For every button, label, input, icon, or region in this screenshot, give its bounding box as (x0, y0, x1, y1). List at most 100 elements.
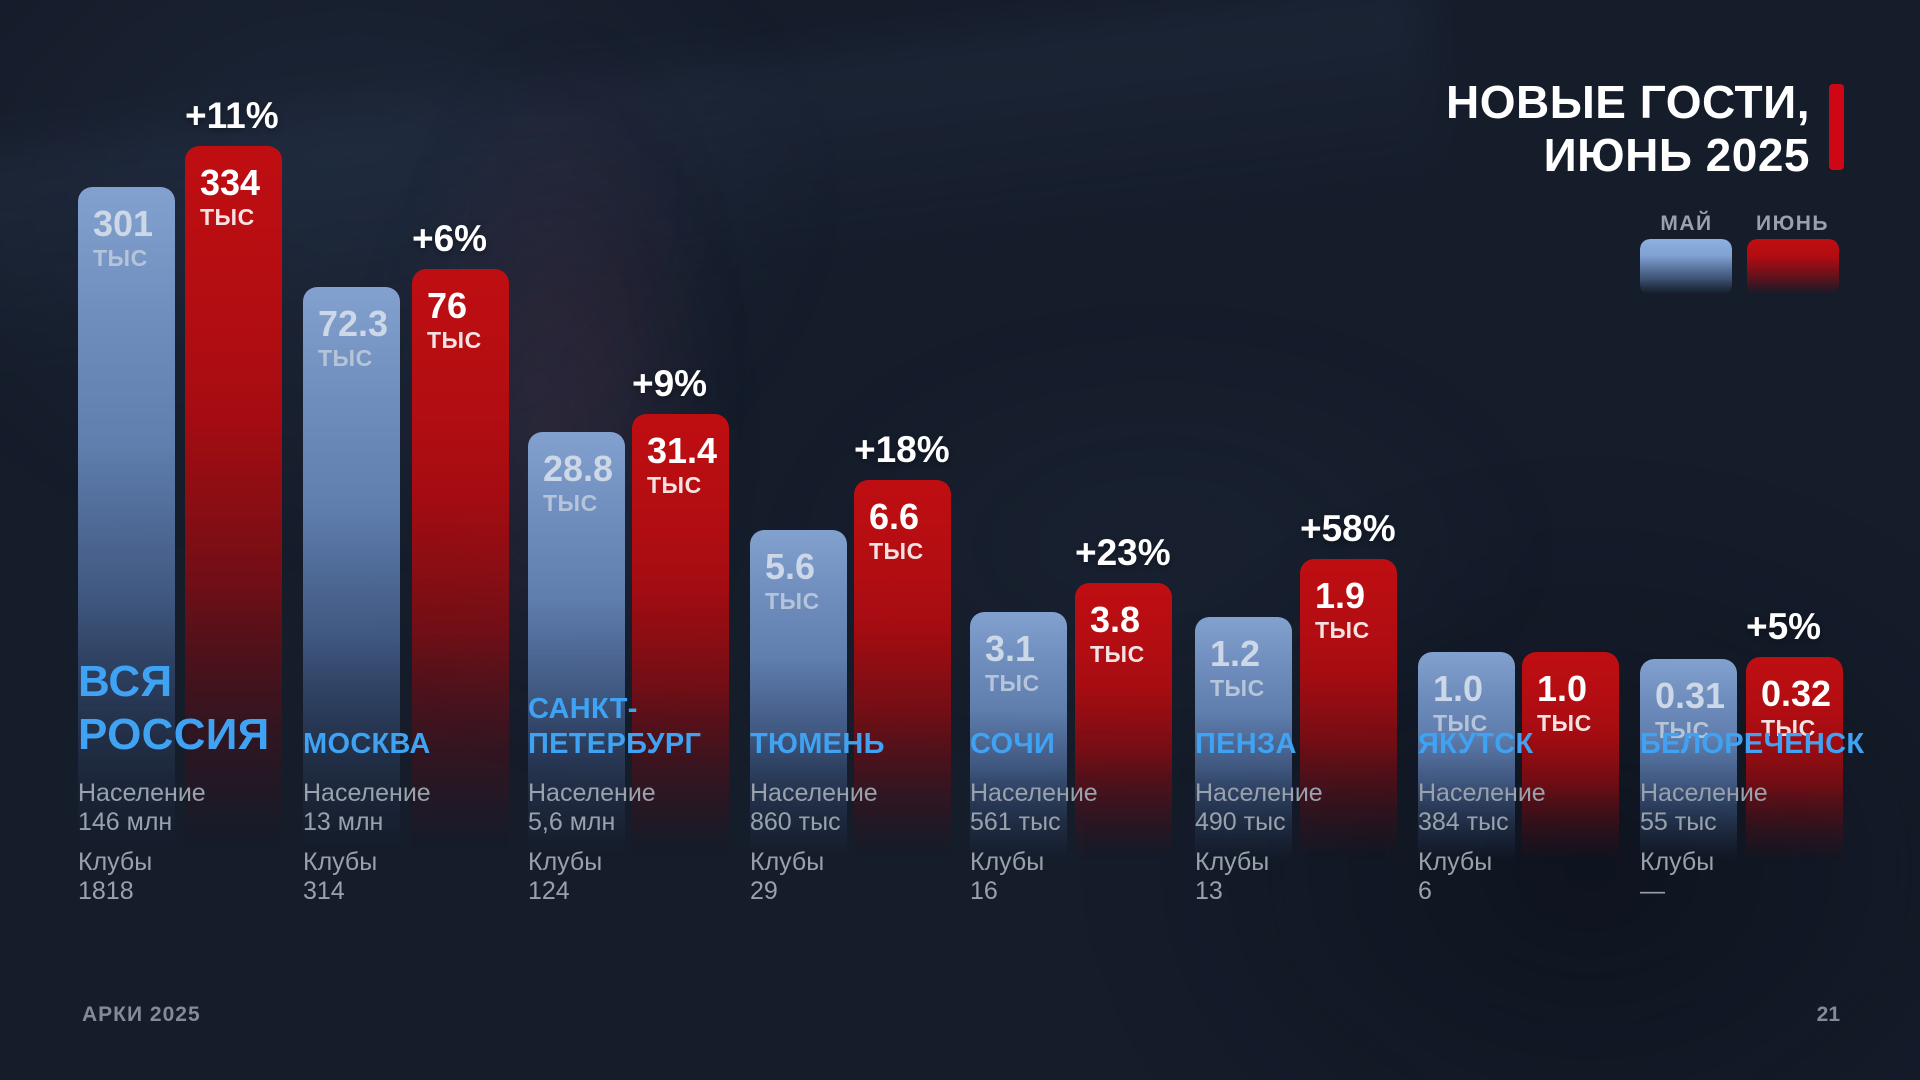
clubs-label: Клубы (1195, 848, 1270, 876)
clubs-value: 29 (750, 877, 778, 905)
clubs-value: 1818 (78, 877, 134, 905)
june-value: 31.4 (647, 430, 718, 471)
may-value: 301 (93, 203, 154, 244)
june-unit-label: ТЫС (647, 471, 702, 498)
may-bar: 72.3 ТЫС (303, 287, 400, 868)
population-block: Население 5,6 млн (528, 779, 738, 837)
june-value: 6.6 (869, 496, 920, 537)
title-accent-bar (1829, 84, 1844, 170)
city-info: Население 860 тыс Клубы 29 (750, 779, 960, 906)
may-bar: 301 ТЫС (78, 187, 175, 868)
june-unit-label: ТЫС (427, 326, 482, 353)
june-unit-label: ТЫС (1761, 714, 1816, 741)
percent-change-label: +9% (632, 363, 708, 404)
may-value: 28.8 (543, 448, 614, 489)
june-unit-label: ТЫС (1315, 616, 1370, 643)
may-bar: 3.1 ТЫС (970, 612, 1067, 868)
clubs-block: Клубы 16 (970, 848, 1180, 906)
percent-change-label: +58% (1300, 508, 1396, 549)
city-info: Население 490 тыс Клубы 13 (1195, 779, 1405, 906)
june-bar: 31.4 ТЫС (632, 414, 729, 868)
city-info: Население 55 тыс Клубы — (1640, 779, 1850, 906)
city-name: ВСЯ РОССИЯ (78, 657, 270, 760)
june-bar: 1.9 ТЫС (1300, 559, 1397, 868)
population-block: Население 561 тыс (970, 779, 1180, 837)
city-name: ПЕНЗА (1195, 728, 1297, 761)
may-unit-label: ТЫС (93, 244, 148, 271)
clubs-label: Клубы (78, 848, 153, 876)
city-info: Население 13 млн Клубы 314 (303, 779, 513, 906)
june-value: 3.8 (1090, 599, 1141, 640)
legend-june-label: ИЮНЬ (1755, 212, 1829, 235)
june-unit-label: ТЫС (1090, 640, 1145, 667)
june-bar: 3.8 ТЫС (1075, 583, 1172, 868)
may-value: 3.1 (985, 628, 1036, 669)
june-value: 334 (200, 162, 261, 203)
population-label: Население (303, 779, 431, 807)
may-value: 5.6 (765, 546, 816, 587)
june-unit-label: ТЫС (200, 203, 255, 230)
june-value: 0.32 (1761, 673, 1832, 714)
city-name: ЯКУТСК (1418, 728, 1534, 761)
population-label: Население (1640, 779, 1768, 807)
may-unit-label: ТЫС (543, 489, 598, 516)
may-value: 1.0 (1433, 668, 1484, 709)
population-value: 860 тыс (750, 808, 841, 836)
city-name: ТЮМЕНЬ (750, 728, 885, 761)
may-unit-label: ТЫС (1210, 674, 1265, 701)
city-info: Население 561 тыс Клубы 16 (970, 779, 1180, 906)
percent-change-label: +6% (412, 218, 488, 259)
page-title-line-2: ИЮНЬ 2025 (1543, 129, 1810, 181)
june-value: 1.9 (1315, 575, 1366, 616)
population-block: Население 860 тыс (750, 779, 960, 837)
city-name: БЕЛОРЕЧЕНСК (1640, 728, 1865, 761)
clubs-value: 13 (1195, 877, 1223, 905)
clubs-block: Клубы 29 (750, 848, 960, 906)
june-unit-label: ТЫС (1537, 709, 1592, 736)
june-unit-label: ТЫС (869, 537, 924, 564)
population-value: 561 тыс (970, 808, 1061, 836)
clubs-label: Клубы (750, 848, 825, 876)
population-block: Население 55 тыс (1640, 779, 1850, 837)
june-value: 76 (427, 285, 468, 326)
clubs-label: Клубы (970, 848, 1045, 876)
may-value: 0.31 (1655, 675, 1726, 716)
city-info: Население 5,6 млн Клубы 124 (528, 779, 738, 906)
may-bar: 28.8 ТЫС (528, 432, 625, 868)
percent-change-label: +5% (1746, 606, 1822, 647)
clubs-block: Клубы — (1640, 848, 1850, 906)
june-bar: 0.32 ТЫС (1746, 657, 1843, 868)
may-value: 72.3 (318, 303, 389, 344)
clubs-block: Клубы 1818 (78, 848, 288, 906)
footer-brand: АРКИ 2025 (82, 1003, 201, 1026)
population-value: 13 млн (303, 808, 384, 836)
clubs-block: Клубы 314 (303, 848, 513, 906)
city-name: СОЧИ (970, 728, 1056, 761)
may-unit-label: ТЫС (1433, 709, 1488, 736)
may-bar: 1.2 ТЫС (1195, 617, 1292, 868)
population-value: 146 млн (78, 808, 173, 836)
may-bar: 0.31 ТЫС (1640, 659, 1737, 868)
population-value: 490 тыс (1195, 808, 1286, 836)
percent-change-label: +23% (1075, 532, 1171, 573)
june-bar: 1.0 ТЫС (1522, 652, 1619, 868)
clubs-value: 6 (1418, 877, 1432, 905)
population-label: Население (1195, 779, 1323, 807)
clubs-block: Клубы 13 (1195, 848, 1405, 906)
clubs-value: 16 (970, 877, 998, 905)
population-block: Население 384 тыс (1418, 779, 1628, 837)
may-unit-label: ТЫС (985, 669, 1040, 696)
legend-may-label: МАЙ (1660, 212, 1713, 235)
page-number: 21 (1816, 1003, 1840, 1026)
may-bar: 1.0 ТЫС (1418, 652, 1515, 868)
june-bar: 6.6 ТЫС (854, 480, 951, 868)
clubs-block: Клубы 124 (528, 848, 738, 906)
city-name: МОСКВА (303, 728, 431, 761)
clubs-label: Клубы (1418, 848, 1493, 876)
percent-change-label: +11% (185, 95, 279, 136)
clubs-value: 124 (528, 877, 570, 905)
population-value: 55 тыс (1640, 808, 1717, 836)
may-unit-label: ТЫС (765, 587, 820, 614)
population-value: 384 тыс (1418, 808, 1509, 836)
